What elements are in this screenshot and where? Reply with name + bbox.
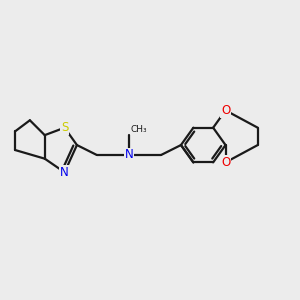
Text: S: S xyxy=(61,121,68,134)
Text: O: O xyxy=(221,156,230,169)
Text: N: N xyxy=(60,166,69,179)
Text: CH₃: CH₃ xyxy=(130,125,147,134)
Text: O: O xyxy=(221,104,230,117)
Text: N: N xyxy=(124,148,133,161)
